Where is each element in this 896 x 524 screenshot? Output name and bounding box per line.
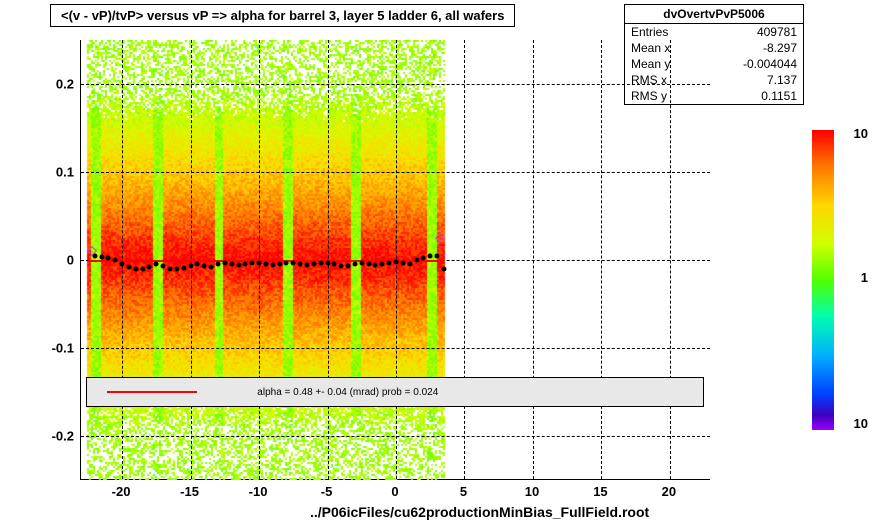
profile-point (394, 259, 399, 264)
profile-point (407, 261, 412, 266)
profile-point (366, 262, 371, 267)
profile-point (387, 260, 392, 265)
profile-point (147, 265, 152, 270)
x-tick-label: 20 (662, 484, 676, 499)
profile-point (311, 262, 316, 267)
profile-point (359, 260, 364, 265)
profile-point (298, 262, 303, 267)
profile-point (332, 262, 337, 267)
stats-header: dvOvertvPvP5006 (625, 5, 803, 24)
x-tick-label: 5 (460, 484, 467, 499)
profile-point (339, 264, 344, 269)
profile-point (414, 258, 419, 263)
profile-point (181, 265, 186, 270)
profile-point (195, 262, 200, 267)
x-tick-label: 10 (525, 484, 539, 499)
chart-title: <(v - vP)/tvP> versus vP => alpha for ba… (50, 4, 515, 27)
x-tick-label: 15 (593, 484, 607, 499)
x-tick-label: -20 (112, 484, 131, 499)
profile-point (154, 262, 159, 267)
y-tick-label: 0.1 (56, 165, 74, 180)
profile-point (161, 264, 166, 269)
profile-point (435, 253, 440, 258)
x-tick-label: -10 (249, 484, 268, 499)
alpha-legend-text: alpha = 0.48 +- 0.04 (mrad) prob = 0.024 (257, 387, 438, 398)
profile-point (277, 262, 282, 267)
profile-point (250, 260, 255, 265)
alpha-legend-box: alpha = 0.48 +- 0.04 (mrad) prob = 0.024 (86, 377, 703, 407)
profile-point (99, 255, 104, 260)
profile-point (325, 260, 330, 265)
grid-line-vertical (464, 40, 465, 479)
profile-point (120, 262, 125, 267)
z-axis-label: 1 (861, 270, 868, 285)
x-tick-label: 0 (391, 484, 398, 499)
profile-point (263, 262, 268, 267)
profile-point (346, 264, 351, 269)
colorbar (812, 130, 834, 430)
profile-point (133, 266, 138, 271)
profile-point (174, 266, 179, 271)
y-tick-label: 0.2 (56, 77, 74, 92)
alpha-legend-line (107, 391, 197, 393)
profile-point (428, 253, 433, 258)
profile-point (318, 260, 323, 265)
profile-point (291, 260, 296, 265)
profile-point (168, 266, 173, 271)
plot-area (80, 40, 710, 480)
profile-point (126, 265, 131, 270)
colorbar-canvas (812, 130, 834, 430)
profile-point (202, 264, 207, 269)
profile-point (222, 260, 227, 265)
profile-point (209, 265, 214, 270)
stats-row: Entries409781 (625, 24, 803, 40)
profile-point (215, 262, 220, 267)
profile-point (441, 266, 446, 271)
profile-point (304, 263, 309, 268)
profile-point (236, 263, 241, 268)
y-tick-label: 0 (67, 253, 74, 268)
profile-point (188, 264, 193, 269)
profile-point (373, 263, 378, 268)
x-tick-label: -15 (180, 484, 199, 499)
z-axis-label: 10 (854, 416, 868, 431)
grid-line-vertical (670, 40, 671, 479)
x-tick-label: -5 (321, 484, 333, 499)
profile-point (352, 262, 357, 267)
y-tick-label: -0.2 (52, 429, 74, 444)
profile-point (284, 260, 289, 265)
profile-point (270, 263, 275, 268)
grid-line-vertical (601, 40, 602, 479)
profile-point (380, 262, 385, 267)
profile-point (421, 256, 426, 261)
y-tick-label: -0.1 (52, 341, 74, 356)
grid-line-vertical (533, 40, 534, 479)
z-axis-label: 10 (854, 126, 868, 141)
profile-point (140, 266, 145, 271)
profile-point (400, 260, 405, 265)
profile-point (257, 260, 262, 265)
profile-point (106, 256, 111, 261)
profile-point (229, 262, 234, 267)
profile-point (113, 258, 118, 263)
footer-path: ../P06icFiles/cu62productionMinBias_Full… (310, 504, 649, 520)
profile-point (243, 262, 248, 267)
